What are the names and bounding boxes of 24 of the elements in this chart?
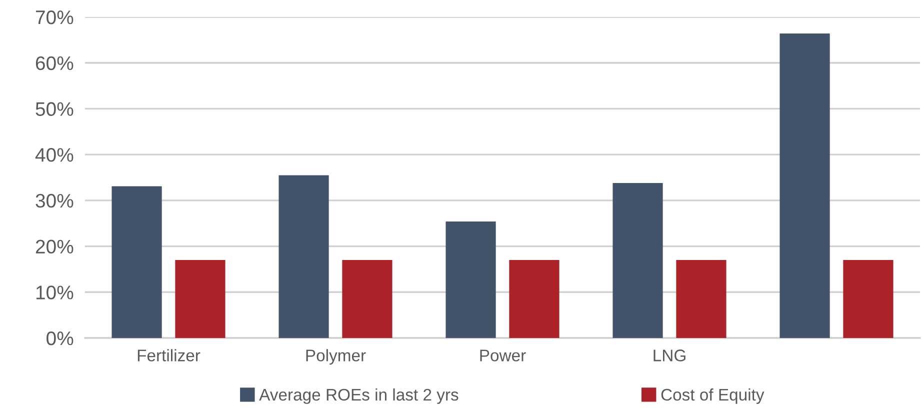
legend-label: Average ROEs in last 2 yrs bbox=[259, 388, 458, 404]
bar bbox=[175, 260, 226, 338]
y-tick-label: 20% bbox=[36, 240, 74, 254]
y-tick-label: 0% bbox=[46, 331, 74, 346]
y-tick-label: 60% bbox=[36, 56, 74, 70]
y-tick-label: 10% bbox=[36, 286, 74, 300]
bar bbox=[509, 260, 560, 338]
bar bbox=[676, 260, 726, 338]
bar bbox=[342, 260, 392, 338]
x-tick-label: Power bbox=[480, 350, 526, 362]
y-tick-label: 70% bbox=[36, 10, 74, 24]
bar bbox=[446, 222, 496, 338]
x-tick-label: Polymer bbox=[306, 349, 366, 365]
bar bbox=[843, 260, 894, 338]
x-tick-label: LNG bbox=[654, 350, 686, 362]
y-tick-label: 30% bbox=[36, 194, 74, 208]
y-tick-label: 40% bbox=[35, 148, 74, 162]
bar bbox=[780, 34, 830, 338]
y-tick-label: 50% bbox=[36, 102, 74, 116]
legend-label: Cost of Equity bbox=[661, 388, 764, 404]
bar bbox=[278, 175, 329, 338]
bar bbox=[612, 183, 663, 338]
x-tick-label: Fertilizer bbox=[138, 349, 200, 362]
bar bbox=[112, 186, 162, 338]
